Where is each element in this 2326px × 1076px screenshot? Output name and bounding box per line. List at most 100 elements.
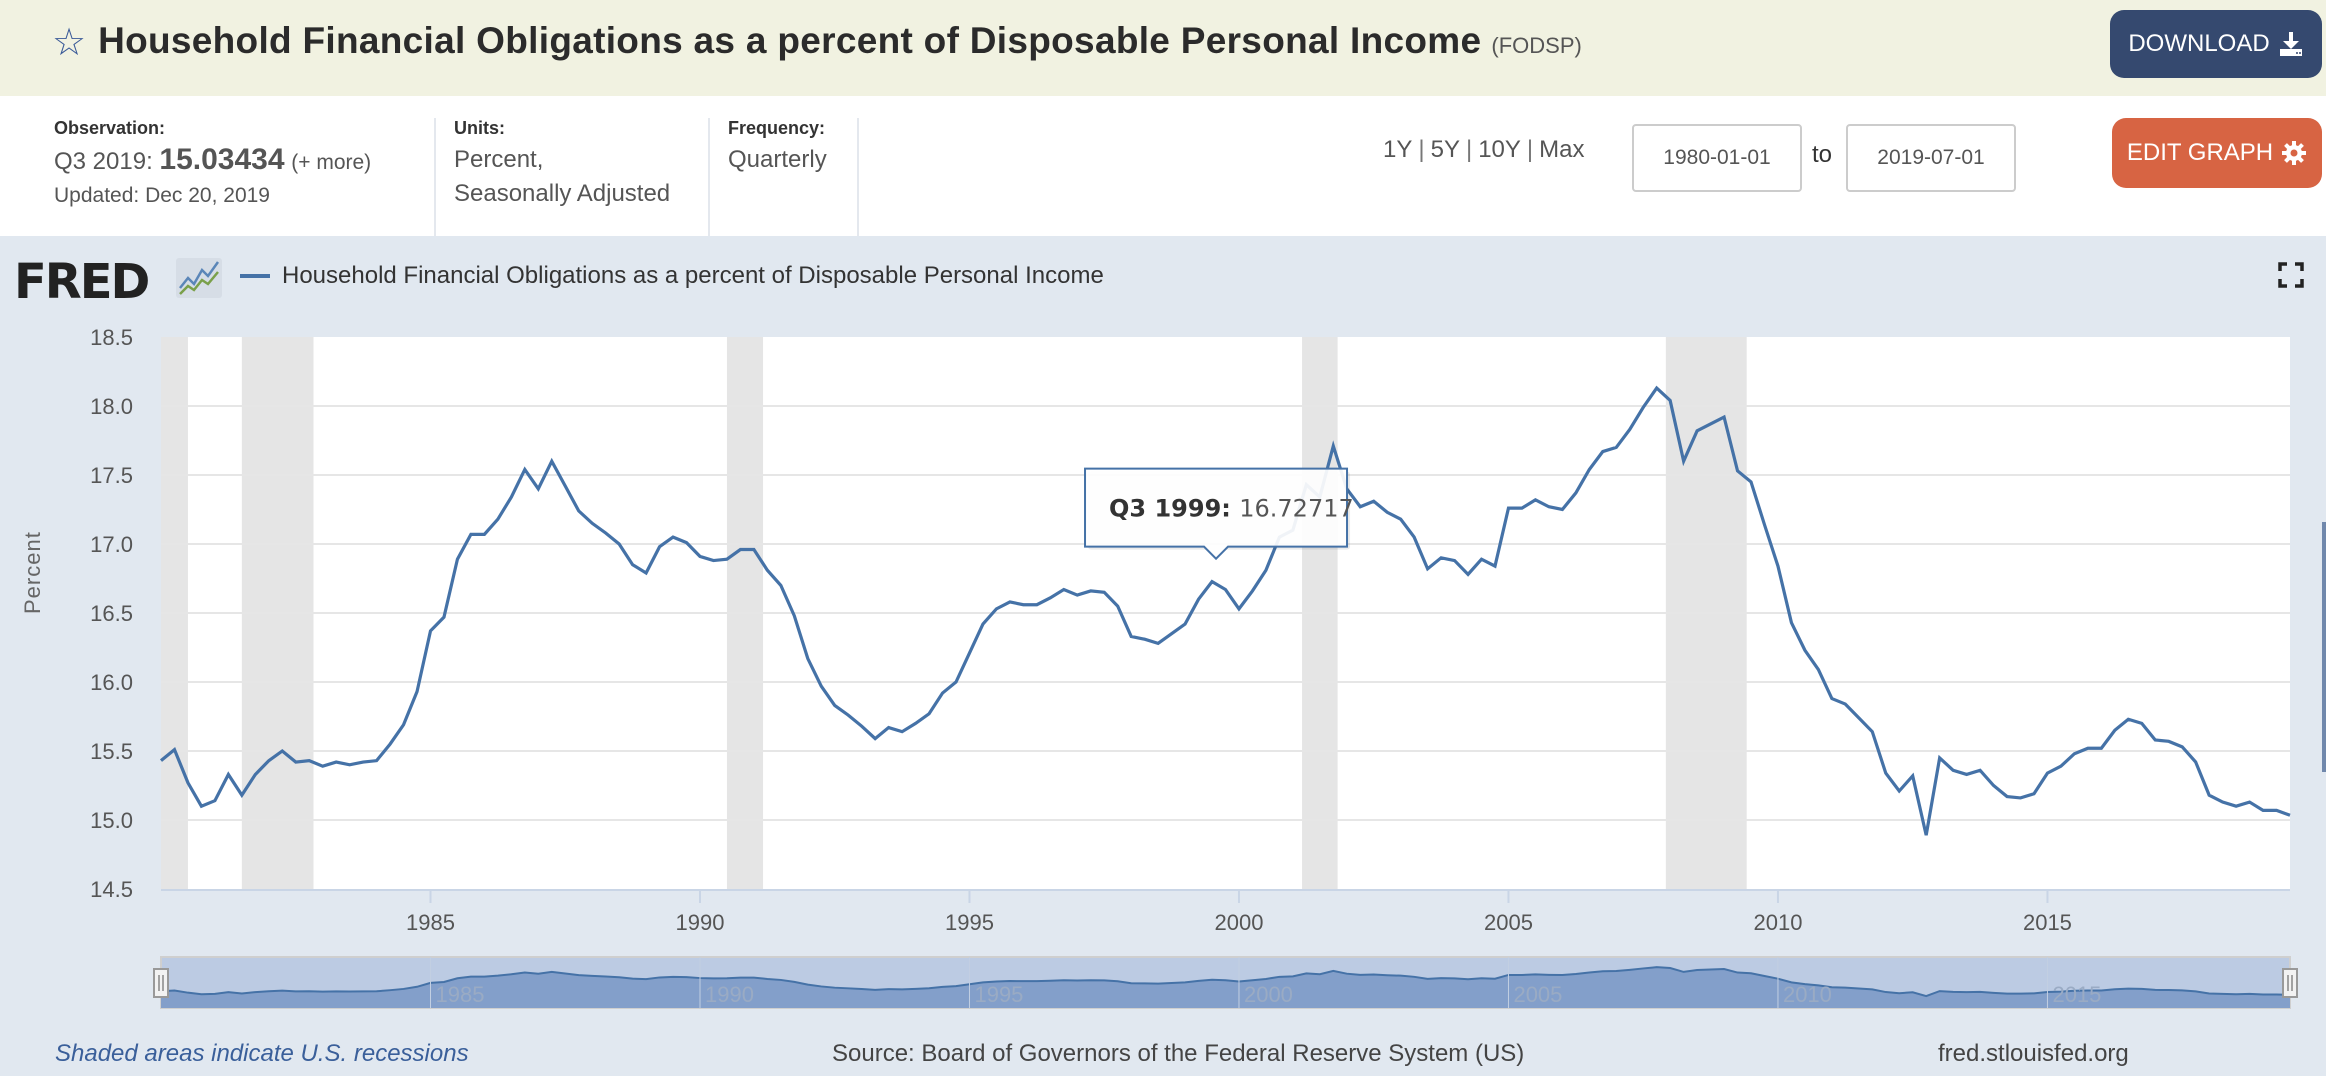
range-1y[interactable]: 1Y [1383, 136, 1413, 163]
data-point [1938, 756, 1942, 760]
data-point [698, 554, 702, 558]
page-title: Household Financial Obligations as a per… [98, 20, 1482, 61]
data-point [1803, 648, 1807, 652]
navigator-line [160, 966, 2291, 998]
x-tick-label: 2000 [1214, 910, 1263, 935]
data-point [1102, 590, 1106, 594]
data-point [159, 759, 163, 763]
data-point [213, 799, 217, 803]
fred-logo[interactable]: FRED [14, 254, 150, 310]
tooltip-text: Q3 1999: 16.72717 [1109, 495, 1354, 523]
data-point [2019, 796, 2023, 800]
data-point [1897, 789, 1901, 793]
data-point [1008, 600, 1012, 604]
edit-graph-button[interactable]: EDIT GRAPH [2112, 118, 2322, 188]
navigator-label: 2000 [1244, 982, 1293, 1007]
data-point [1170, 632, 1174, 636]
data-point [2099, 746, 2103, 750]
data-point [1453, 559, 1457, 563]
data-point [253, 772, 257, 776]
download-button[interactable]: DOWNLOAD [2110, 10, 2322, 78]
page-scrollbar[interactable] [2322, 522, 2326, 772]
source-text: Source: Board of Governors of the Federa… [832, 1040, 1525, 1067]
data-point [2045, 771, 2049, 775]
data-point [2059, 764, 2063, 768]
series-info-bar: Observation: Q3 2019: 15.03434 (+ more) … [0, 96, 2326, 236]
star-outline-icon[interactable]: ☆ [52, 22, 87, 64]
data-point [2180, 745, 2184, 749]
data-point [1412, 535, 1416, 539]
data-point [887, 726, 891, 730]
y-tick-label: 14.5 [90, 877, 133, 902]
y-tick-label: 15.0 [90, 808, 133, 833]
tooltip-value: 16.72717 [1239, 495, 1354, 523]
data-point [496, 517, 500, 521]
data-point [1587, 467, 1591, 471]
data-point [1250, 589, 1254, 593]
data-point [523, 467, 527, 471]
data-point [455, 557, 459, 561]
data-point [671, 535, 675, 539]
data-point [1197, 597, 1201, 601]
data-point [590, 521, 594, 525]
separator: | [1465, 136, 1473, 163]
frequency-value: Quarterly [728, 146, 827, 173]
chart-legend[interactable]: Household Financial Obligations as a per… [240, 262, 1104, 290]
navigator-label: 2005 [1513, 982, 1562, 1007]
x-tick-label: 2015 [2023, 910, 2072, 935]
units-line-1: Percent, [454, 146, 544, 173]
data-point [1129, 634, 1133, 638]
data-point [658, 545, 662, 549]
navigator-handle-right[interactable] [2282, 968, 2298, 998]
data-point [1695, 429, 1699, 433]
range-10y[interactable]: 10Y [1478, 136, 1521, 163]
data-point [1951, 768, 1955, 772]
data-point [779, 583, 783, 587]
data-point [1089, 589, 1093, 593]
data-point [172, 748, 176, 752]
start-date-input[interactable]: 1980-01-01 [1632, 124, 1802, 192]
data-point [2261, 808, 2265, 812]
data-point [846, 713, 850, 717]
fullscreen-icon[interactable] [2278, 262, 2304, 288]
data-point [1210, 580, 1214, 584]
data-point [792, 614, 796, 618]
data-point [226, 772, 230, 776]
data-point [1075, 593, 1079, 597]
y-tick-label: 18.5 [90, 325, 133, 350]
data-point [469, 532, 473, 536]
to-label: to [1812, 141, 1833, 168]
tooltip-box [1084, 467, 1349, 561]
data-point [307, 759, 311, 763]
download-label: DOWNLOAD [2128, 30, 2270, 57]
data-point [1614, 445, 1618, 449]
range-5y[interactable]: 5Y [1430, 136, 1460, 163]
data-point [1035, 603, 1039, 607]
data-point [321, 764, 325, 768]
data-point [334, 760, 338, 764]
end-date-input[interactable]: 2019-07-01 [1846, 124, 2016, 192]
data-point [428, 629, 432, 633]
navigator-handle-left[interactable] [153, 968, 169, 998]
y-tick-label: 17.0 [90, 532, 133, 557]
data-point [402, 723, 406, 727]
legend-label: Household Financial Obligations as a per… [282, 262, 1104, 289]
x-tick-label: 1995 [945, 910, 994, 935]
data-point [294, 760, 298, 764]
data-point [1709, 422, 1713, 426]
range-max[interactable]: Max [1539, 136, 1585, 163]
data-point [2194, 760, 2198, 764]
data-point [2072, 752, 2076, 756]
data-point [1641, 405, 1645, 409]
data-point [375, 759, 379, 763]
data-point [1601, 450, 1605, 454]
fred-url-link[interactable]: fred.stlouisfed.org [1938, 1040, 2129, 1067]
data-point [2275, 808, 2279, 812]
download-icon [2279, 32, 2302, 56]
data-point [806, 657, 810, 661]
data-point [1466, 572, 1470, 576]
data-point [1682, 459, 1686, 463]
separator: | [1526, 136, 1534, 163]
more-observations-link[interactable]: (+ more) [291, 151, 372, 174]
